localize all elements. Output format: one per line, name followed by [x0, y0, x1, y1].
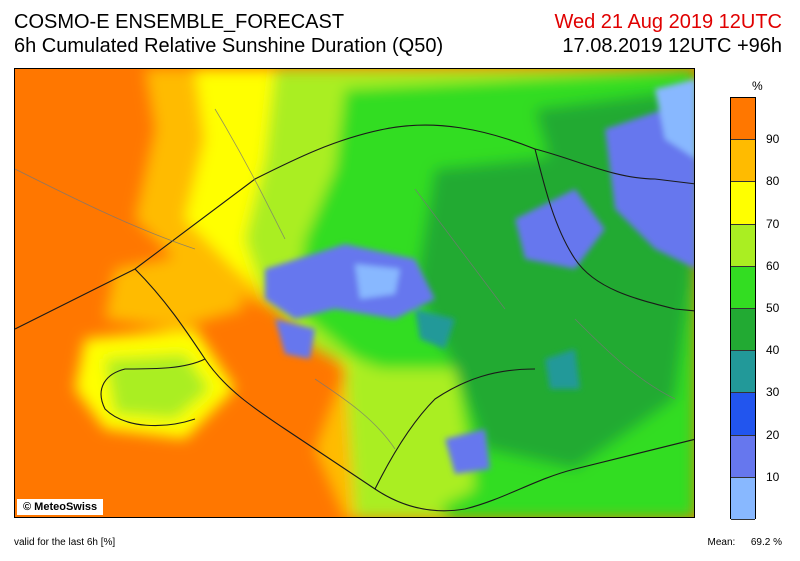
run-info: 17.08.2019 12UTC +96h: [562, 35, 782, 57]
colorbar-segment: [731, 266, 755, 309]
colorbar-tick-label: 10: [766, 469, 780, 484]
colorbar-tick-label: 20: [766, 427, 780, 442]
colorbar-segment: [731, 393, 755, 436]
colorbar-segment: [731, 351, 755, 394]
time-block: Wed 21 Aug 2019 12UTC 17.08.2019 12UTC +…: [554, 10, 782, 58]
mean-value: 69.2 %: [750, 537, 782, 548]
colorbar-segment: [731, 98, 755, 141]
title-block: COSMO-E ENSEMBLE_FORECAST 6h Cumulated R…: [14, 10, 443, 58]
colorbar: [730, 97, 756, 520]
mean-label: Mean:: [707, 537, 736, 548]
colorbar-segment: [731, 309, 755, 352]
colorbar-tick-label: 60: [766, 258, 780, 273]
valid-note: valid for the last 6h [%]: [14, 537, 116, 548]
colorbar-segment: [731, 435, 755, 478]
colorbar-tick-label: 30: [766, 385, 780, 400]
colorbar-segment: [731, 140, 755, 183]
colorbar-tick-label: 80: [766, 174, 780, 189]
mean-readout: Mean: 69.2 %: [708, 537, 783, 548]
copyright-label: © MeteoSwiss: [17, 499, 104, 515]
colorbar-tick-label: 70: [766, 216, 780, 231]
valid-time: Wed 21 Aug 2019 12UTC: [554, 11, 782, 33]
product-title: 6h Cumulated Relative Sunshine Duration …: [14, 35, 444, 57]
forecast-map: © MeteoSwiss: [14, 68, 695, 518]
colorbar-tick-label: 50: [766, 301, 780, 315]
colorbar-segment: [731, 477, 755, 520]
model-title: COSMO-E ENSEMBLE_FORECAST: [14, 11, 345, 33]
colorbar-tick-label: 90: [766, 132, 780, 147]
map-field: [15, 69, 694, 517]
colorbar-unit: %: [752, 79, 763, 93]
colorbar-tick-label: 40: [766, 343, 780, 358]
colorbar-segment: [731, 182, 755, 225]
colorbar-segment: [731, 224, 755, 267]
